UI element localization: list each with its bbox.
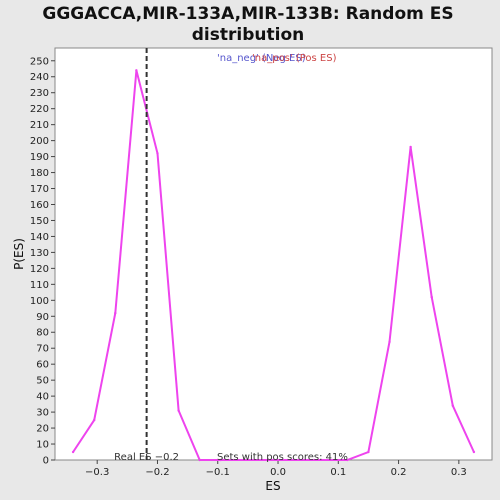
data-point [346, 458, 349, 462]
y-tick-label: 30 [36, 408, 49, 419]
data-point [219, 458, 222, 462]
y-tick-label: 180 [30, 168, 49, 179]
y-tick-label: 80 [36, 328, 49, 339]
y-tick-label: 250 [30, 56, 49, 67]
data-point [367, 450, 370, 454]
data-point [430, 295, 433, 299]
y-tick-label: 160 [30, 200, 49, 211]
y-axis-label: P(ES) [12, 238, 26, 270]
y-tick-label: 140 [30, 232, 49, 243]
x-tick-label: −0.1 [206, 467, 230, 478]
y-tick-label: 20 [36, 424, 49, 435]
legend-pos-label: 'na_pos' (Pos ES) [252, 53, 337, 64]
y-tick-label: 220 [30, 104, 49, 115]
y-tick-label: 150 [30, 216, 49, 227]
y-tick-label: 200 [30, 136, 49, 147]
x-tick-label: 0.3 [451, 467, 467, 478]
y-tick-label: 0 [43, 456, 49, 467]
y-tick-label: 40 [36, 392, 49, 403]
chart-title-line1: GGGACCA,MIR-133A,MIR-133B: Random ES [42, 4, 453, 24]
legend-neg-label: 'na_neg' (Neg ES) [217, 53, 306, 64]
y-tick-label: 100 [30, 296, 49, 307]
y-tick-label: 240 [30, 72, 49, 83]
y-tick-label: 190 [30, 152, 49, 163]
data-point [451, 404, 455, 407]
data-point [114, 311, 117, 315]
x-tick-label: −0.2 [145, 467, 169, 478]
y-tick-label: 120 [30, 264, 49, 275]
y-axis: 0 10 20 30 40 50 60 70 80 90 100 110 120 130 140 150 160… [30, 56, 55, 467]
pos-scores-annotation: Sets with pos scores: 41% [217, 452, 348, 463]
y-tick-label: 230 [30, 88, 49, 99]
data-point [409, 145, 412, 149]
data-point [71, 450, 75, 454]
chart-title-line2: distribution [192, 25, 304, 45]
y-tick-label: 130 [30, 248, 49, 259]
y-tick-label: 10 [36, 440, 49, 451]
plot-area [54, 47, 493, 461]
y-tick-label: 110 [30, 280, 49, 291]
y-tick-label: 170 [30, 184, 49, 195]
real-es-label: Real ES −0.2 [114, 452, 179, 463]
data-point [177, 409, 180, 412]
data-point [198, 458, 201, 462]
x-tick-label: 0.2 [391, 467, 407, 478]
data-point [156, 152, 159, 155]
data-point [472, 450, 476, 454]
x-tick-label: −0.3 [85, 467, 109, 478]
y-tick-label: 50 [36, 376, 49, 387]
data-point [135, 69, 138, 72]
y-tick-label: 90 [36, 312, 49, 323]
series-points [71, 69, 476, 462]
y-tick-label: 70 [36, 344, 49, 355]
data-point [92, 418, 96, 422]
y-tick-label: 60 [36, 360, 49, 371]
x-axis-label: ES [265, 479, 280, 493]
x-tick-label: 0.1 [330, 467, 346, 478]
data-point [388, 340, 391, 344]
x-tick-label: 0.0 [270, 467, 286, 478]
x-axis: −0.3 −0.2 −0.1 0.0 0.1 0.2 0.3 [85, 460, 467, 478]
y-tick-label: 210 [30, 120, 49, 131]
